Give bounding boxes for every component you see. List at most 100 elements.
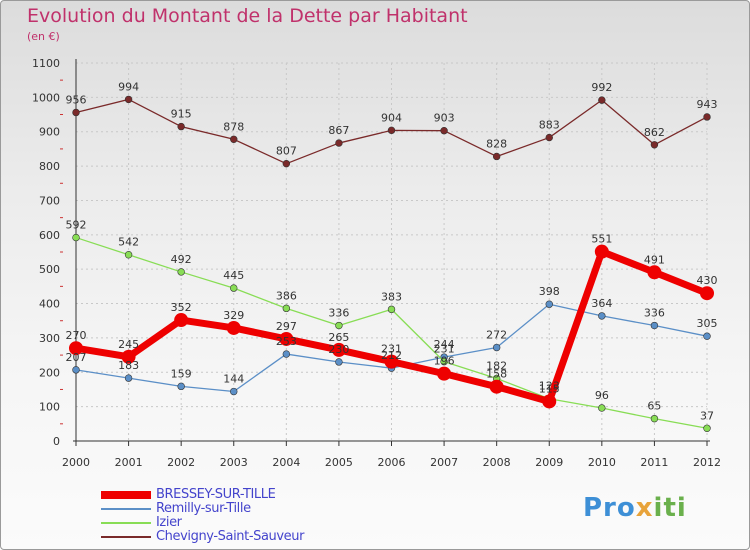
data-label: 903 (434, 112, 455, 125)
data-point (437, 366, 452, 381)
data-point (489, 379, 504, 394)
data-point (492, 152, 501, 161)
y-tick-label: 900 (39, 126, 60, 139)
y-tick-label: 0 (53, 435, 60, 448)
data-point (598, 312, 606, 320)
data-label-layer: 2702453523292972652311961581155514914302… (66, 80, 718, 422)
legend-label: Remilly-sur-Tille (156, 501, 251, 516)
data-point (703, 113, 711, 121)
data-point (387, 126, 396, 135)
legend-item: Izier (101, 516, 304, 530)
data-label: 592 (66, 219, 87, 232)
x-tick-label: 2010 (588, 456, 616, 469)
y-tick-label: 500 (39, 263, 60, 276)
data-label: 492 (171, 253, 192, 266)
x-tick-label: 2003 (220, 456, 248, 469)
x-tick-label: 2007 (430, 456, 458, 469)
data-point (335, 321, 343, 330)
y-tick-label: 800 (39, 160, 60, 173)
data-label: 244 (434, 338, 455, 351)
series-bressey-sur-tille (69, 244, 714, 409)
x-tick-label: 2000 (62, 456, 90, 469)
data-label: 207 (66, 351, 87, 364)
data-point (124, 95, 133, 104)
x-tick-label: 2012 (693, 456, 721, 469)
data-label: 297 (276, 320, 297, 333)
data-point (282, 350, 291, 358)
y-tick-label: 1000 (32, 91, 60, 104)
chart-title: Evolution du Montant de la Dette par Hab… (27, 5, 468, 27)
x-tick-label: 2009 (535, 456, 563, 469)
y-tick-label: 600 (39, 229, 60, 242)
data-label: 383 (381, 290, 402, 303)
legend-label: Chevigny-Saint-Sauveur (156, 529, 305, 544)
legend-label: Izier (156, 515, 182, 530)
data-label: 265 (328, 331, 349, 344)
data-point (598, 96, 606, 104)
x-tick-label: 2005 (325, 456, 353, 469)
data-label: 364 (591, 297, 612, 310)
data-point (331, 342, 346, 357)
data-label: 336 (644, 307, 665, 320)
data-point (230, 284, 238, 292)
x-tick-label: 2011 (640, 456, 668, 469)
data-point (72, 233, 80, 242)
x-tick-label: 2006 (378, 456, 406, 469)
data-point (124, 251, 133, 259)
proxiti-logo: Proxiti (583, 493, 687, 523)
data-label: 828 (486, 137, 507, 150)
x-tick-label: 2004 (272, 456, 300, 469)
data-point (598, 404, 606, 412)
data-point (387, 305, 396, 314)
data-point (545, 300, 553, 308)
data-point (177, 382, 185, 391)
legend-item: Chevigny-Saint-Sauveur (101, 530, 304, 544)
data-label: 867 (328, 124, 349, 137)
y-tick-label: 100 (39, 401, 60, 414)
data-label: 270 (66, 329, 87, 342)
data-point (650, 321, 659, 330)
data-label: 430 (697, 274, 718, 287)
legend-swatch (101, 508, 151, 510)
y-tick-label: 1100 (32, 57, 60, 70)
data-label: 491 (644, 253, 665, 266)
data-point (174, 313, 189, 328)
data-point (384, 354, 399, 369)
x-tick-label: 2001 (115, 456, 143, 469)
data-label: 542 (118, 236, 139, 249)
data-label: 115 (539, 382, 560, 395)
data-point (282, 304, 291, 313)
legend: BRESSEY-SUR-TILLE Remilly-sur-Tille Izier C… (101, 488, 304, 544)
legend-label: BRESSEY-SUR-TILLE (156, 487, 276, 502)
data-point (440, 357, 448, 366)
data-label: 231 (381, 343, 402, 356)
data-label: 245 (118, 338, 139, 351)
series-izier (72, 233, 711, 432)
data-point (72, 108, 80, 117)
data-point (492, 343, 501, 352)
y-tick-label: 700 (39, 194, 60, 207)
data-point (647, 265, 662, 280)
legend-item: Remilly-sur-Tille (101, 502, 304, 516)
logo-part-2: x (635, 493, 654, 523)
data-point (650, 414, 659, 423)
logo-part-1: Pro (583, 493, 636, 523)
data-label: 551 (591, 233, 612, 246)
data-label: 862 (644, 126, 665, 139)
data-label: 231 (434, 343, 455, 356)
data-label: 352 (171, 301, 192, 314)
data-label: 915 (171, 108, 192, 121)
data-label: 253 (276, 335, 297, 348)
data-label: 196 (434, 355, 455, 368)
data-label: 212 (381, 349, 402, 362)
data-label: 807 (276, 145, 297, 158)
y-tick-label: 400 (39, 298, 60, 311)
data-point (545, 133, 553, 142)
data-label: 182 (486, 359, 507, 372)
legend-swatch (101, 491, 151, 499)
data-point (72, 366, 80, 374)
data-label: 183 (118, 359, 139, 372)
data-label: 159 (171, 367, 192, 380)
data-point (177, 122, 185, 131)
